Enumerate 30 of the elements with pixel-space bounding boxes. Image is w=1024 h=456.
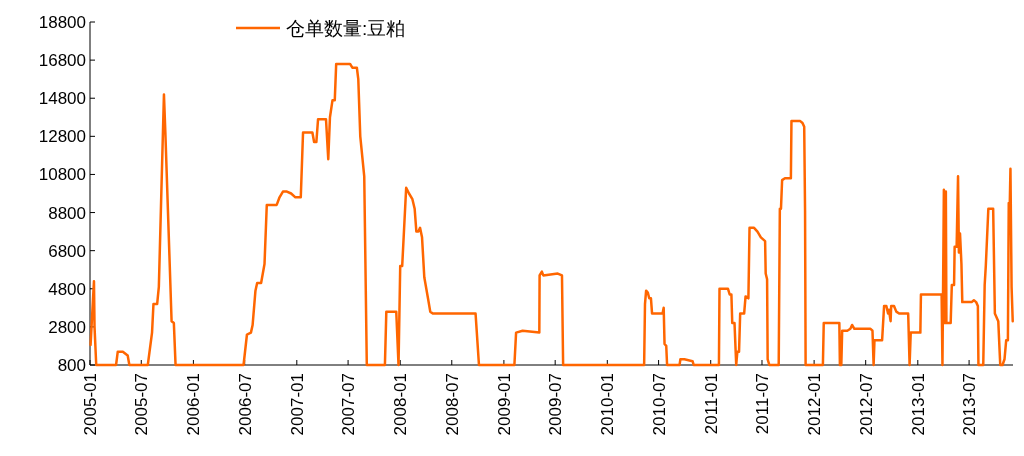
x-tick-label: 2013-01: [908, 373, 928, 436]
x-tick-label: 2010-07: [649, 373, 669, 436]
legend-label: 仓单数量:豆粕: [286, 18, 406, 39]
x-tick-label: 2013-07: [960, 373, 980, 436]
x-tick-label: 2008-07: [442, 373, 462, 436]
legend: 仓单数量:豆粕: [236, 18, 406, 39]
y-tick-label: 16800: [38, 51, 86, 71]
x-tick-label: 2007-01: [287, 373, 307, 436]
y-tick-label: 4800: [48, 279, 86, 299]
y-tick-label: 10800: [38, 165, 86, 185]
x-tick-label: 2011-07: [752, 373, 772, 435]
x-tick-label: 2007-07: [339, 373, 359, 436]
x-tick-label: 2010-01: [598, 373, 618, 436]
x-tick-label: 2006-01: [184, 373, 204, 436]
x-tick-label: 2008-01: [391, 373, 411, 436]
x-tick-label: 2009-01: [494, 373, 514, 436]
x-tick-label: 2012-01: [805, 373, 825, 436]
x-tick-label: 2006-07: [235, 373, 255, 436]
y-tick-label: 14800: [38, 89, 86, 109]
y-tick-label: 2800: [48, 317, 86, 337]
x-tick-label: 2005-01: [81, 373, 100, 436]
y-tick-label: 18800: [38, 13, 86, 32]
y-tick-label: 6800: [48, 241, 86, 261]
x-tick-label: 2009-07: [546, 373, 566, 436]
y-tick-label: 800: [57, 356, 86, 375]
y-tick-label: 12800: [38, 127, 86, 147]
x-tick-label: 2011-01: [701, 373, 721, 435]
x-tick-label: 2012-07: [856, 373, 876, 436]
y-tick-label: 8800: [48, 203, 86, 223]
x-tick-label: 2005-07: [132, 373, 152, 436]
